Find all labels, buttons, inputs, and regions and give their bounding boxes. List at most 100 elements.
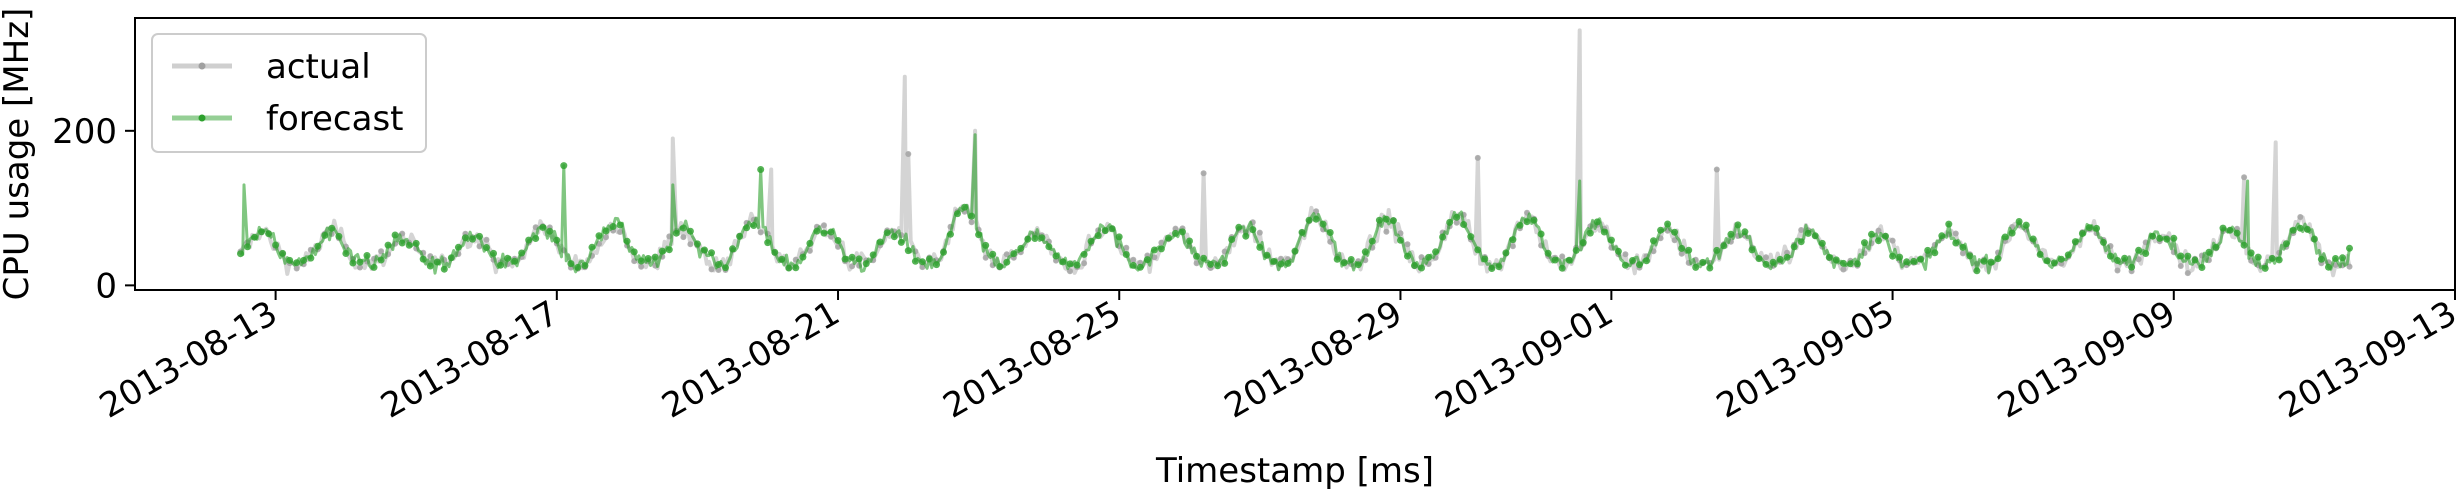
forecast-point <box>2317 255 2325 263</box>
forecast-point <box>1804 229 1812 237</box>
forecast-point <box>1101 227 1109 235</box>
forecast-point <box>1846 260 1854 268</box>
forecast-point <box>1664 220 1672 228</box>
forecast-point <box>1502 249 1510 257</box>
forecast-point <box>2022 221 2030 229</box>
forecast-point <box>1565 256 1573 264</box>
forecast-point <box>1368 237 1376 245</box>
forecast-point <box>701 246 708 254</box>
forecast-point <box>356 258 364 266</box>
forecast-point <box>679 224 687 232</box>
forecast-point <box>1284 259 1292 267</box>
forecast-point <box>1277 260 1285 268</box>
actual-point <box>1123 244 1130 251</box>
forecast-point <box>1404 252 1411 260</box>
forecast-point <box>1003 258 1011 266</box>
forecast-point <box>440 265 448 273</box>
actual-point <box>1875 227 1882 234</box>
forecast-point <box>1600 228 1608 236</box>
forecast-point <box>1467 233 1475 241</box>
actual-point <box>2184 270 2191 277</box>
forecast-point <box>1094 232 1102 240</box>
forecast-point <box>377 256 385 264</box>
forecast-point <box>384 241 392 249</box>
y-tick-label: 0 <box>95 266 117 306</box>
actual-point <box>680 234 687 241</box>
forecast-point <box>890 233 898 241</box>
forecast-point <box>2008 229 2016 237</box>
forecast-point <box>2205 248 2213 256</box>
forecast-point <box>349 259 357 267</box>
forecast-point <box>1495 263 1503 271</box>
forecast-point <box>237 250 244 258</box>
forecast-point <box>750 222 758 229</box>
actual-point <box>1559 253 1566 260</box>
forecast-point <box>1614 247 1622 255</box>
forecast-point <box>328 224 336 232</box>
forecast-point <box>2240 241 2248 249</box>
forecast-point <box>1938 232 1946 240</box>
forecast-point <box>2325 263 2332 271</box>
actual-point <box>2346 263 2353 270</box>
forecast-point <box>1875 237 1882 245</box>
forecast-point <box>1741 228 1749 236</box>
actual-point <box>1200 170 1207 177</box>
forecast-point <box>1411 262 1418 269</box>
forecast-point <box>1818 239 1826 247</box>
forecast-point <box>904 247 912 255</box>
forecast-point <box>454 243 462 251</box>
forecast-point <box>286 256 294 264</box>
forecast-point <box>1980 257 1988 265</box>
actual-point <box>1158 239 1165 246</box>
actual-point <box>905 151 912 157</box>
forecast-point <box>363 252 371 259</box>
actual-point <box>2177 263 2184 269</box>
forecast-point <box>1790 243 1798 251</box>
y-axis: 0 200 <box>52 112 135 306</box>
forecast-point <box>1052 252 1060 260</box>
forecast-point <box>841 255 849 263</box>
y-tick-label: 200 <box>52 112 117 152</box>
forecast-point <box>1516 221 1524 229</box>
forecast-point <box>1115 233 1123 241</box>
forecast-point <box>1340 259 1348 267</box>
forecast-point <box>644 255 652 262</box>
forecast-point <box>2247 249 2255 257</box>
forecast-point <box>792 264 800 272</box>
actual-point <box>757 229 764 236</box>
forecast-point <box>370 263 378 271</box>
forecast-point <box>244 243 251 251</box>
forecast-point <box>490 249 497 257</box>
actual-point <box>2114 267 2121 274</box>
forecast-point <box>1333 255 1341 263</box>
forecast-point <box>1263 251 1271 259</box>
actual-point <box>1622 251 1629 258</box>
forecast-point <box>1242 232 1250 240</box>
forecast-point <box>918 258 926 266</box>
forecast-point <box>708 249 715 257</box>
forecast-point <box>1024 235 1032 243</box>
forecast-point <box>1509 236 1517 244</box>
forecast-point <box>461 234 469 242</box>
actual-point <box>603 234 609 241</box>
forecast-point <box>1586 229 1594 237</box>
forecast-point <box>1966 252 1974 260</box>
forecast-point <box>1122 251 1130 258</box>
forecast-point <box>588 243 596 251</box>
forecast-point <box>1987 258 1995 266</box>
forecast-point <box>539 223 547 231</box>
forecast-point <box>419 255 427 263</box>
forecast-point <box>2275 256 2283 264</box>
forecast-point <box>813 227 821 235</box>
forecast-point <box>848 253 856 261</box>
forecast-point <box>1460 221 1468 228</box>
forecast-point <box>1235 223 1243 231</box>
forecast-point <box>757 166 765 173</box>
forecast-point <box>609 223 617 230</box>
forecast-point <box>1397 236 1404 244</box>
forecast-point <box>658 247 666 255</box>
forecast-point <box>1797 238 1805 246</box>
forecast-point <box>1727 230 1735 238</box>
forecast-point <box>1650 237 1657 245</box>
forecast-point <box>1769 258 1777 266</box>
